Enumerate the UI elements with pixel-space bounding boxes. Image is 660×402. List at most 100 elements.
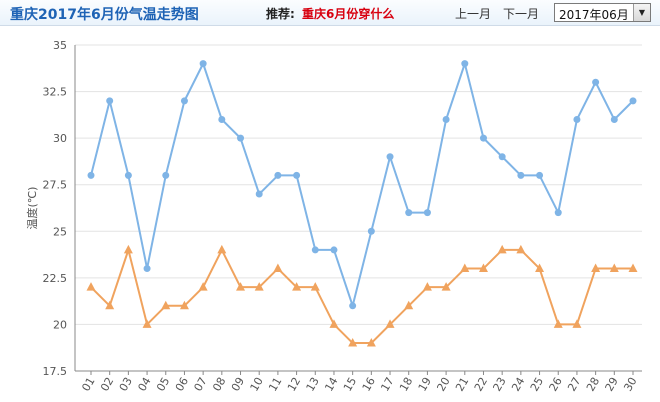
x-tick-label: 20 xyxy=(434,375,452,394)
low-temp-point xyxy=(142,319,152,328)
low-temp-point xyxy=(254,282,264,291)
prev-month-link[interactable]: 上一月 xyxy=(455,7,492,21)
high-temp-point xyxy=(87,171,95,179)
high-temp-point xyxy=(180,97,188,105)
high-temp-point xyxy=(573,116,581,124)
high-temp-point xyxy=(423,209,431,217)
y-tick-label: 27.5 xyxy=(43,179,68,192)
low-temp-point xyxy=(591,263,601,273)
y-tick-label: 22.5 xyxy=(43,272,68,285)
chevron-down-icon[interactable]: ▼ xyxy=(633,4,650,21)
low-temp-point xyxy=(329,319,339,328)
x-tick-label: 28 xyxy=(584,375,602,394)
recommend-link[interactable]: 重庆6月份穿什么 xyxy=(302,7,395,21)
high-temp-line xyxy=(90,62,634,307)
low-temp-point xyxy=(516,244,526,254)
high-temp-point xyxy=(498,153,506,161)
y-tick-label: 30 xyxy=(53,132,67,145)
high-temp-point xyxy=(479,134,487,142)
low-temp-point xyxy=(292,282,302,291)
x-tick-label: 02 xyxy=(98,375,116,394)
high-temp-point xyxy=(255,190,263,198)
x-tick-label: 18 xyxy=(397,375,415,394)
recommend-label: 推荐: xyxy=(266,7,295,21)
x-tick-label: 12 xyxy=(285,375,303,394)
x-tick-label: 13 xyxy=(304,375,322,394)
high-temp-point xyxy=(536,171,544,179)
chart-header: 重庆2017年6月份气温走势图 推荐: 重庆6月份穿什么 上一月 下一月 201… xyxy=(0,0,660,26)
month-select-value: 2017年06月 xyxy=(559,8,629,22)
low-temp-point xyxy=(217,244,227,254)
high-temp-point xyxy=(461,60,469,68)
y-tick-label: 17.5 xyxy=(43,365,68,378)
low-temp-point xyxy=(385,319,395,328)
x-tick-label: 09 xyxy=(229,375,247,394)
low-temp-point xyxy=(86,282,96,291)
next-month-link[interactable]: 下一月 xyxy=(503,7,540,21)
high-temp-point xyxy=(386,153,394,161)
high-temp-point xyxy=(442,116,450,124)
low-temp-point xyxy=(553,319,563,328)
x-tick-label: 11 xyxy=(266,375,284,394)
y-axis-label: 温度(℃) xyxy=(25,187,39,230)
low-temp-point xyxy=(609,263,619,273)
high-temp-point xyxy=(367,227,375,235)
x-tick-label: 04 xyxy=(135,375,153,394)
low-temp-line xyxy=(90,248,633,345)
x-tick-label: 10 xyxy=(248,375,266,394)
x-tick-label: 29 xyxy=(603,375,621,394)
x-tick-label: 17 xyxy=(378,375,396,394)
low-temp-point xyxy=(572,319,582,328)
low-temp-point xyxy=(198,282,208,291)
temperature-chart: 17.5 20 22.5 25 27.5 30 32.5 35 01 02 03 04 05 06 07 08… xyxy=(25,39,642,394)
high-temp-point xyxy=(349,302,357,310)
low-temp-point xyxy=(236,282,246,291)
high-temp-point xyxy=(106,97,114,105)
x-tick-label: 06 xyxy=(173,375,191,394)
high-temp-point xyxy=(629,97,637,105)
high-temp-point xyxy=(311,246,319,254)
x-tick-label: 27 xyxy=(565,375,583,394)
page-title: 重庆2017年6月份气温走势图 xyxy=(10,7,199,23)
high-temp-point xyxy=(274,171,282,179)
month-select[interactable]: 2017年06月 ▼ xyxy=(554,3,651,22)
low-temp-point xyxy=(366,338,376,347)
high-temp-point xyxy=(143,265,151,273)
x-tick-label: 23 xyxy=(491,375,509,394)
high-temp-point xyxy=(293,171,301,179)
low-temp-point xyxy=(123,244,133,254)
low-temp-point xyxy=(179,300,189,310)
low-temp-point xyxy=(161,300,171,310)
x-tick-label: 07 xyxy=(191,375,209,394)
low-temp-point xyxy=(497,244,507,254)
high-temp-point xyxy=(517,171,525,179)
high-temp-point xyxy=(237,134,245,142)
high-temp-point xyxy=(610,116,618,124)
high-temp-point xyxy=(554,209,562,217)
y-tick-label: 25 xyxy=(53,225,67,238)
y-tick-label: 20 xyxy=(53,318,67,331)
low-temp-point xyxy=(422,282,432,291)
x-tick-label: 21 xyxy=(453,375,471,394)
x-tick-label: 26 xyxy=(547,375,565,394)
low-temp-point xyxy=(310,282,320,291)
low-temp-point xyxy=(460,263,470,273)
high-temp-point xyxy=(124,171,132,179)
x-tick-label: 05 xyxy=(154,375,172,394)
low-temp-point xyxy=(105,300,115,310)
x-tick-label: 16 xyxy=(360,375,378,394)
high-temp-point xyxy=(330,246,338,254)
low-temp-point xyxy=(404,300,414,310)
high-temp-point xyxy=(218,116,226,124)
x-tick-label: 22 xyxy=(472,375,490,394)
x-tick-label: 01 xyxy=(79,375,97,394)
low-temp-point xyxy=(628,263,638,273)
x-tick-label: 19 xyxy=(416,375,434,394)
low-temp-point xyxy=(441,282,451,291)
high-temp-point xyxy=(199,60,207,68)
y-tick-label: 32.5 xyxy=(43,86,68,99)
y-tick-label: 35 xyxy=(53,39,67,52)
x-tick-label: 15 xyxy=(341,375,359,394)
x-tick-label: 08 xyxy=(210,375,228,394)
x-tick-label: 30 xyxy=(621,375,639,394)
